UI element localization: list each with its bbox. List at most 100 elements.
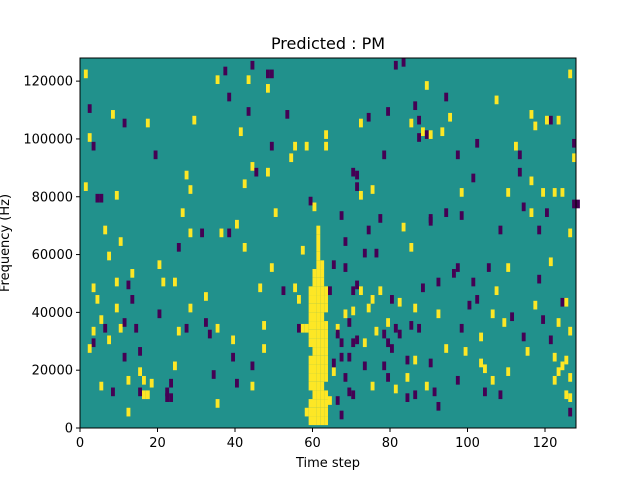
heatmap-cell (537, 225, 542, 235)
x-tick-label: 40 (227, 436, 244, 451)
heatmap-cell (308, 355, 313, 365)
heatmap-cell (324, 321, 329, 330)
heatmap-cell (517, 167, 522, 177)
heatmap-cell (250, 361, 255, 371)
x-axis: 0 20 40 60 80 100 120 (76, 428, 557, 451)
heatmap-cell (312, 364, 317, 374)
heatmap-cell (308, 312, 313, 322)
heatmap-cell (266, 167, 270, 177)
heatmap-cell (324, 355, 329, 365)
heatmap-cell (548, 335, 553, 345)
heatmap-cell (238, 127, 243, 137)
heatmap-cell (386, 373, 391, 382)
heatmap-cell (215, 323, 220, 333)
heatmap-cell (308, 399, 313, 408)
heatmap-cell (312, 381, 317, 391)
heatmap-cell (393, 60, 398, 70)
heatmap-cell (184, 323, 189, 333)
heatmap-cell (103, 323, 108, 333)
heatmap-cell (188, 185, 193, 194)
heatmap-cell (320, 373, 325, 382)
heatmap-cell (300, 323, 305, 333)
heatmap-cell (347, 387, 352, 397)
heatmap-cell (134, 323, 139, 333)
heatmap-cell (126, 280, 131, 290)
heatmap-cell (269, 263, 274, 272)
heatmap-cell (91, 326, 96, 336)
heatmap-cell (568, 228, 573, 238)
heatmap-cell (514, 141, 518, 151)
heatmap-cell (498, 390, 503, 400)
heatmap-cell (490, 309, 495, 319)
heatmap-cell (397, 329, 402, 339)
heatmap-cell (138, 367, 143, 376)
heatmap-cell (359, 190, 363, 200)
heatmap-cell (397, 297, 402, 307)
heatmap-cell (331, 367, 336, 376)
heatmap-cell (328, 396, 332, 405)
heatmap-cell (556, 318, 561, 327)
heatmap-cell (355, 335, 360, 345)
heatmap-cell (331, 358, 336, 368)
heatmap-cell (351, 338, 356, 348)
heatmap-cell (149, 378, 154, 388)
heatmap-cell (308, 295, 313, 304)
heatmap-cell (560, 188, 565, 197)
heatmap-cell (413, 101, 418, 111)
heatmap-cell (409, 243, 414, 252)
y-tick-label: 20000 (32, 364, 73, 379)
y-tick-label: 40000 (32, 306, 73, 321)
heatmap-cell (320, 303, 325, 313)
heatmap-cell (308, 303, 313, 313)
heatmap-cell (142, 390, 146, 400)
heatmap-cell (467, 300, 472, 310)
heatmap-cell (122, 352, 127, 362)
heatmap-cell (463, 347, 468, 356)
heatmap-cell (506, 367, 511, 376)
heatmap-cell (417, 323, 422, 333)
heatmap-cell (382, 361, 387, 371)
heatmap-cell (320, 355, 325, 365)
heatmap-cell (359, 118, 363, 128)
heatmap-cell (339, 338, 344, 348)
heatmap-cell (169, 393, 174, 402)
x-tick-label: 100 (455, 436, 480, 451)
heatmap-cell (351, 167, 356, 177)
heatmap-cell (312, 338, 317, 348)
heatmap-cell (362, 338, 367, 348)
heatmap-cell (242, 179, 247, 189)
heatmap-cell (262, 344, 267, 353)
x-tick-label: 20 (149, 436, 166, 451)
heatmap-cell (316, 329, 321, 339)
heatmap-cell (475, 138, 480, 148)
heatmap-cell (320, 329, 325, 339)
heatmap-cell (95, 193, 100, 203)
heatmap-cell (126, 407, 131, 417)
heatmap-cell (316, 381, 321, 391)
heatmap-cell (316, 286, 321, 296)
heatmap-cell (297, 295, 301, 304)
heatmap-cell (273, 208, 278, 217)
heatmap-cell (312, 329, 317, 339)
heatmap-cell (324, 390, 329, 400)
heatmap-cell (324, 416, 329, 426)
heatmap-cell (281, 286, 286, 296)
heatmap-cell (386, 338, 391, 348)
heatmap-cell (312, 407, 317, 417)
heatmap-cell (320, 390, 325, 400)
heatmap-cell (440, 127, 445, 137)
heatmap-cell (165, 393, 170, 402)
heatmap-cell (390, 344, 394, 353)
heatmap-cell (370, 295, 375, 304)
heatmap-cell (215, 399, 220, 408)
heatmap-cell (145, 118, 150, 128)
heatmap-cell (83, 182, 88, 191)
heatmap-cell (444, 92, 449, 102)
heatmap-cell (176, 326, 181, 336)
heatmap-cell (556, 115, 561, 125)
heatmap-cell (304, 323, 309, 333)
heatmap-cell (165, 387, 170, 397)
heatmap-cell (339, 211, 344, 220)
heatmap-cell (289, 153, 294, 163)
heatmap-cell (548, 257, 553, 267)
